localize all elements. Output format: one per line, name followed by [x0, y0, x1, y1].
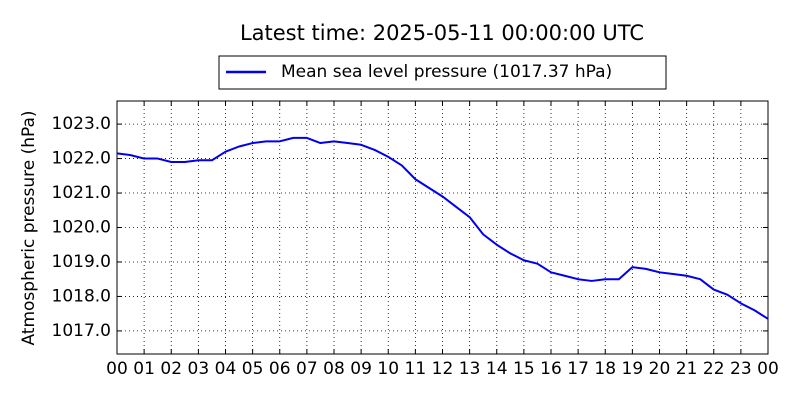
x-tick-label: 06: [269, 359, 291, 379]
x-tick-label: 20: [649, 359, 671, 379]
x-tick-label: 10: [377, 359, 399, 379]
x-tick-label: 21: [676, 359, 698, 379]
x-tick-label: 15: [513, 359, 535, 379]
x-tick-label: 16: [540, 359, 562, 379]
x-tick-label: 07: [296, 359, 318, 379]
y-tick-label: 1019.0: [52, 252, 111, 272]
legend-box: [218, 55, 667, 90]
x-tick-label: 04: [215, 359, 237, 379]
y-tick-label: 1021.0: [52, 183, 111, 203]
y-tick-label: 1017.0: [52, 321, 111, 341]
x-tick-label: 13: [459, 359, 481, 379]
plot-frame: [116, 100, 769, 355]
legend-label: Mean sea level pressure (1017.37 hPa): [281, 62, 612, 82]
y-tick-label: 1020.0: [52, 218, 111, 238]
data-line: [116, 136, 769, 320]
y-axis-label: Atmospheric pressure (hPa): [19, 110, 39, 345]
y-tick-label: 1018.0: [52, 286, 111, 306]
x-tick-label: 02: [160, 359, 182, 379]
chart-title: Latest time: 2025-05-11 00:00:00 UTC: [240, 21, 644, 45]
x-tick-label: 18: [594, 359, 616, 379]
x-tick-label: 11: [405, 359, 427, 379]
x-tick-label: 23: [730, 359, 752, 379]
x-tick-label: 12: [432, 359, 454, 379]
x-tick-label: 09: [350, 359, 372, 379]
x-tick-label: 14: [486, 359, 508, 379]
x-tick-label: 00: [757, 359, 779, 379]
x-tick-label: 22: [703, 359, 725, 379]
y-tick-label: 1023.0: [52, 114, 111, 134]
x-tick-label: 19: [622, 359, 644, 379]
x-tick-label: 00: [106, 359, 128, 379]
x-tick-label: 01: [133, 359, 155, 379]
x-tick-label: 08: [323, 359, 345, 379]
x-tick-label: 03: [188, 359, 210, 379]
x-tick-label: 05: [242, 359, 264, 379]
y-tick-label: 1022.0: [52, 149, 111, 169]
x-tick-label: 17: [567, 359, 589, 379]
